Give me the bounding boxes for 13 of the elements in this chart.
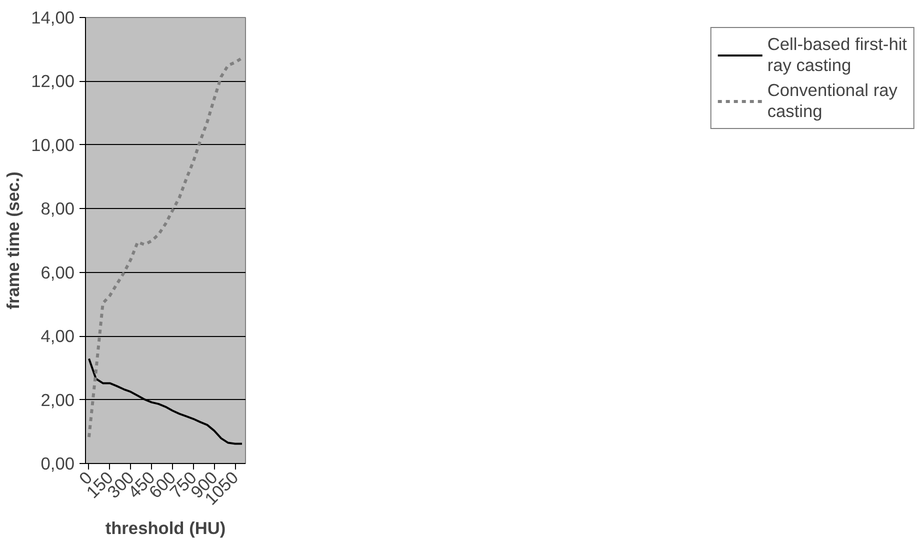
y-tick-label: 0,00 (40, 454, 75, 474)
y-tick-label: 12,00 (31, 71, 75, 92)
legend-label: Conventional ray casting (767, 80, 898, 122)
y-tick-label: 8,00 (40, 198, 75, 219)
y-tick-label: 6,00 (40, 262, 75, 282)
x-axis-title: threshold (HU) (105, 518, 226, 538)
line-series (87, 56, 244, 439)
y-tick-label: 2,00 (40, 390, 75, 410)
y-tick-label: 4,00 (40, 326, 75, 346)
y-tick-label: 14,00 (31, 8, 75, 28)
legend-label: Cell-based first-hit ray casting (767, 34, 907, 76)
y-axis-title: frame time (sec.) (3, 172, 24, 310)
y-tick-label: 10,00 (31, 134, 75, 155)
